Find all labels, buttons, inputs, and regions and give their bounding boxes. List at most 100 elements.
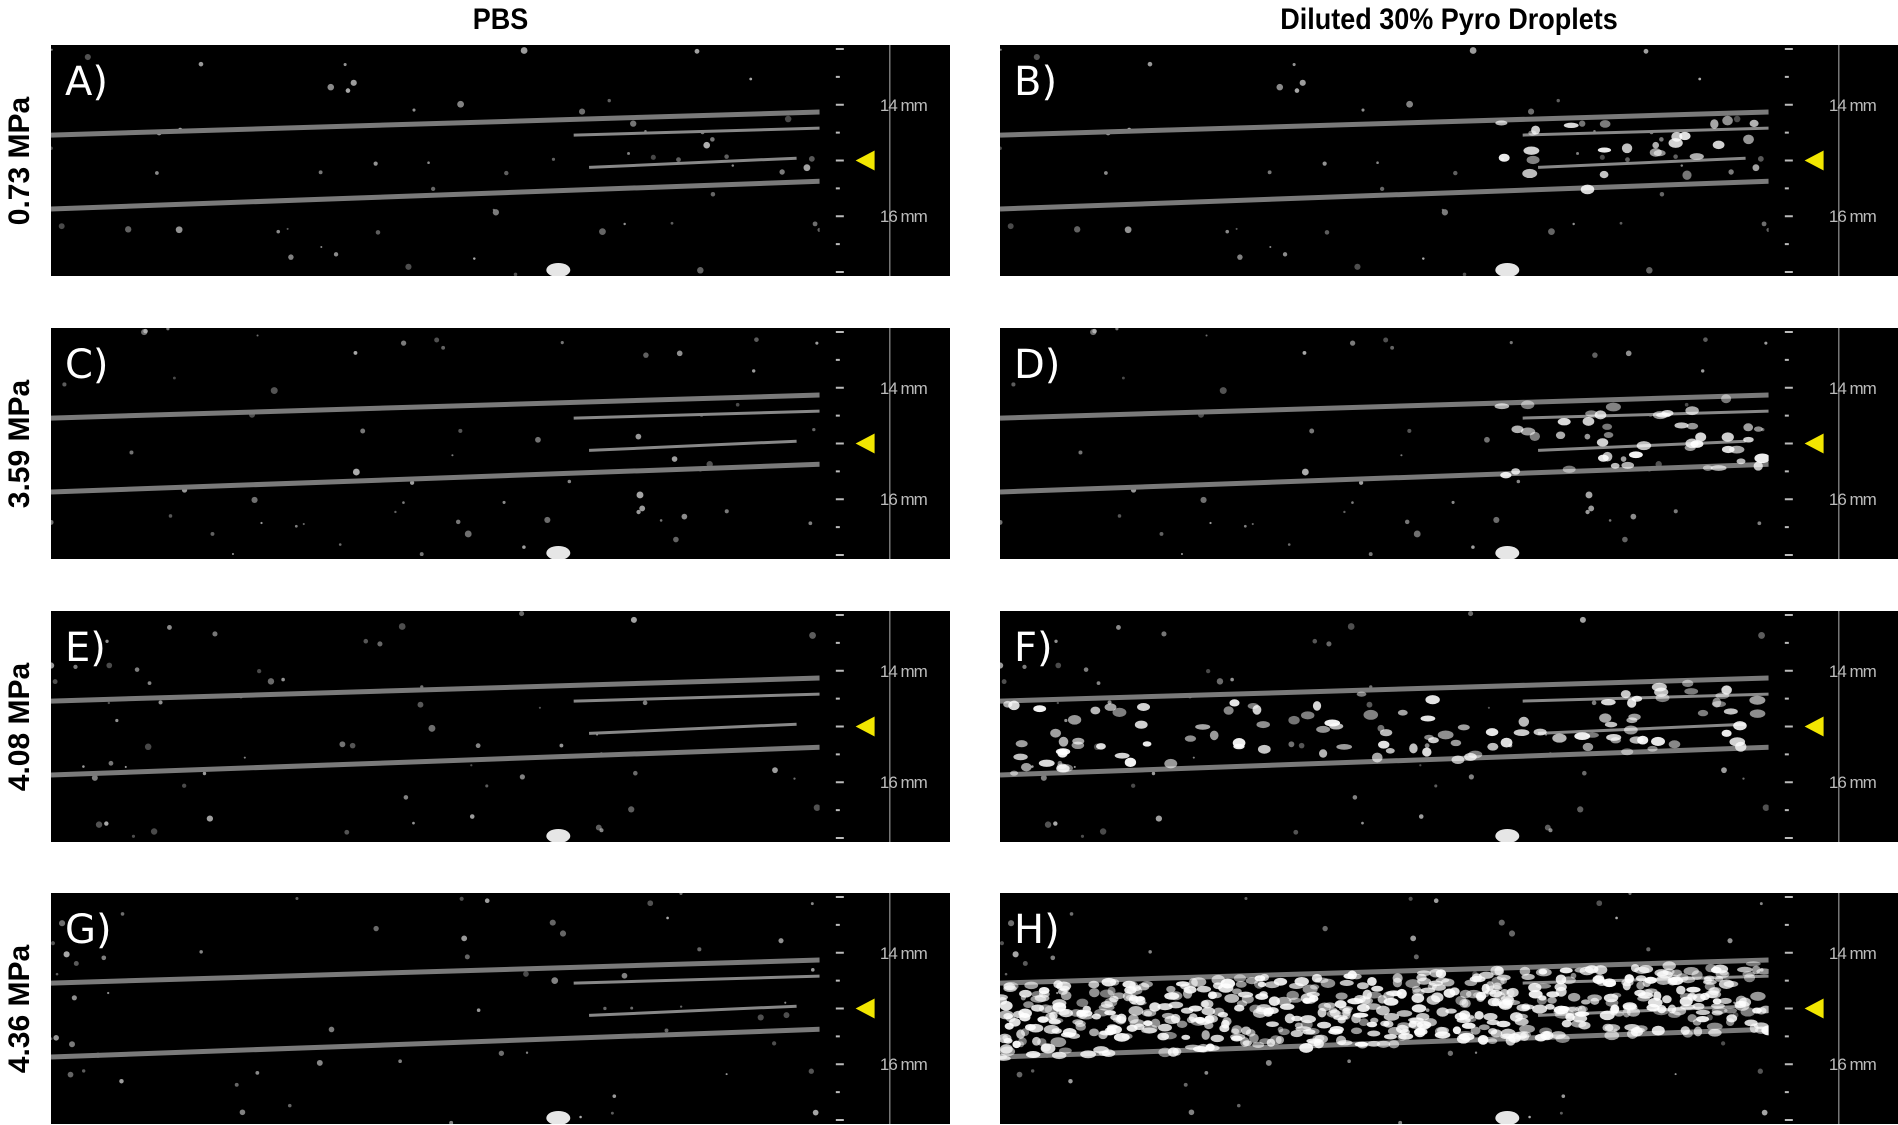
speckle-dot: [101, 955, 107, 961]
depth-tick: [835, 331, 844, 333]
speckle-dot: [181, 783, 187, 788]
bubble-echo: [1038, 759, 1055, 767]
speckle-dot: [1516, 479, 1521, 484]
bubble-echo: [1323, 1002, 1336, 1008]
bubble-echo: [1627, 698, 1637, 708]
bubble-echo: [1279, 1003, 1295, 1010]
bright-reflector: [546, 829, 571, 842]
speckle-dot: [752, 369, 756, 373]
speckle-dot: [1361, 821, 1364, 825]
depth-tick: [835, 1035, 840, 1038]
speckle-dot: [167, 625, 172, 630]
speckle-dot: [1294, 88, 1300, 93]
bubble-echo: [1452, 1026, 1462, 1035]
bubble-echo: [1498, 153, 1510, 162]
bubble-echo: [1300, 1015, 1316, 1024]
bubble-echo: [1209, 730, 1219, 741]
bubble-echo: [1520, 427, 1536, 436]
bubble-echo: [1409, 743, 1418, 754]
depth-tick: [1784, 923, 1789, 926]
bubble-echo: [1411, 993, 1425, 1003]
depth-tick: [835, 725, 844, 728]
bubble-echo: [1753, 426, 1763, 432]
bubble-echo: [1128, 1014, 1139, 1024]
bubble-echo: [1526, 155, 1540, 165]
bubble-echo: [1528, 130, 1537, 136]
speckle-dot: [1673, 154, 1678, 159]
depth-tick: [835, 1007, 844, 1010]
speckle-dot: [1468, 774, 1474, 780]
bubble-echo: [1006, 1015, 1016, 1023]
depth-tick: [835, 498, 844, 501]
speckle-dot: [150, 828, 158, 835]
bubble-echo: [1691, 970, 1703, 980]
speckle-dot: [811, 968, 815, 972]
bubble-echo: [1354, 994, 1366, 1004]
bubble-echo: [1621, 461, 1635, 469]
speckle-dot: [1022, 960, 1028, 966]
bubble-echo: [1012, 1040, 1021, 1049]
speckle-dot: [1230, 677, 1234, 682]
speckle-dot: [1528, 108, 1535, 115]
speckle-dot: [267, 678, 275, 685]
speckle-dot: [58, 223, 65, 230]
depth-tick: [835, 669, 844, 672]
speckle-dot: [676, 350, 683, 357]
speckle-dot: [1276, 83, 1284, 91]
speckle-dot: [1701, 369, 1705, 373]
bubble-echo: [1052, 1002, 1067, 1012]
bubble-echo: [1464, 752, 1477, 761]
bubble-echo: [1205, 1014, 1218, 1024]
bubble-echo: [1200, 1000, 1209, 1008]
bubble-echo: [1696, 1015, 1710, 1023]
bubble-echo: [1076, 998, 1089, 1007]
speckle-dot: [1643, 48, 1649, 54]
depth-tick: [835, 1063, 844, 1066]
depth-tick: [835, 243, 840, 246]
speckle-dot: [513, 272, 518, 276]
speckle-dot: [108, 760, 114, 766]
speckle-dot: [1151, 771, 1156, 776]
bubble-echo: [1602, 423, 1613, 430]
bubble-echo: [1278, 1028, 1290, 1036]
speckle-dot: [206, 815, 213, 822]
bubble-echo: [1487, 742, 1499, 751]
bubble-echo: [1314, 977, 1329, 984]
speckle-dot: [560, 341, 564, 345]
depth-tick: [1784, 498, 1793, 501]
speckle-dot: [105, 639, 109, 643]
speckle-dot: [808, 521, 813, 526]
speckle-dot: [288, 254, 294, 260]
bubble-echo: [1456, 1034, 1471, 1044]
bubble-echo: [1435, 969, 1447, 979]
speckle-dot: [492, 209, 500, 216]
speckle-dot: [697, 947, 702, 952]
yellow-triangle-icon: [855, 716, 875, 737]
bubble-echo: [1049, 1011, 1058, 1020]
bubble-echo: [1533, 728, 1547, 736]
bright-reflector: [1495, 829, 1520, 842]
bubble-echo: [1056, 981, 1072, 991]
bubble-echo: [1358, 1018, 1369, 1027]
ultrasound-panel-e: E) 14 mm 16 mm: [51, 611, 950, 842]
bubble-echo: [1555, 986, 1567, 997]
bubble-echo: [1680, 1004, 1696, 1010]
bubble-echo: [1721, 729, 1732, 737]
speckle-dot: [1762, 804, 1770, 812]
bubble-echo: [1329, 723, 1344, 730]
speckle-dot: [803, 164, 811, 172]
speckle-dot: [757, 1014, 764, 1021]
speckle-dot: [1674, 1073, 1677, 1076]
bubble-echo: [1519, 966, 1531, 976]
ultrasound-image: [51, 45, 950, 276]
speckle-dot: [119, 1078, 124, 1084]
speckle-dot: [1509, 341, 1513, 345]
bubble-echo: [1398, 1033, 1414, 1040]
depth-tick: [835, 526, 840, 529]
speckle-dot: [1673, 509, 1678, 514]
speckle-dot: [419, 552, 424, 557]
speckle-dot: [73, 960, 79, 966]
bubble-echo: [1532, 1004, 1548, 1014]
bubble-echo: [1557, 418, 1571, 426]
speckle-dot: [724, 509, 729, 514]
